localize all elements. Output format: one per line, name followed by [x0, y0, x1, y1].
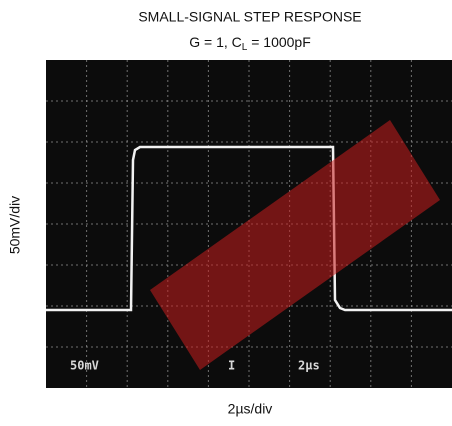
- scope-screen: 50mV I 2µs: [46, 60, 452, 388]
- scope-volts: 50mV: [70, 359, 99, 373]
- scope-time: 2µs: [298, 359, 320, 373]
- scope-trigger: I: [228, 359, 235, 373]
- title: SMALL-SIGNAL STEP RESPONSE: [138, 9, 361, 25]
- subtitle: G = 1, CL = 1000pF: [189, 34, 311, 53]
- subtitle-text: G = 1, C: [189, 34, 242, 50]
- subtitle-text: = 1000pF: [247, 34, 310, 50]
- figure: SMALL-SIGNAL STEP RESPONSE G = 1, CL = 1…: [0, 0, 452, 426]
- y-axis-label: 50mV/div: [7, 196, 23, 254]
- x-axis-label: 2µs/div: [228, 401, 273, 417]
